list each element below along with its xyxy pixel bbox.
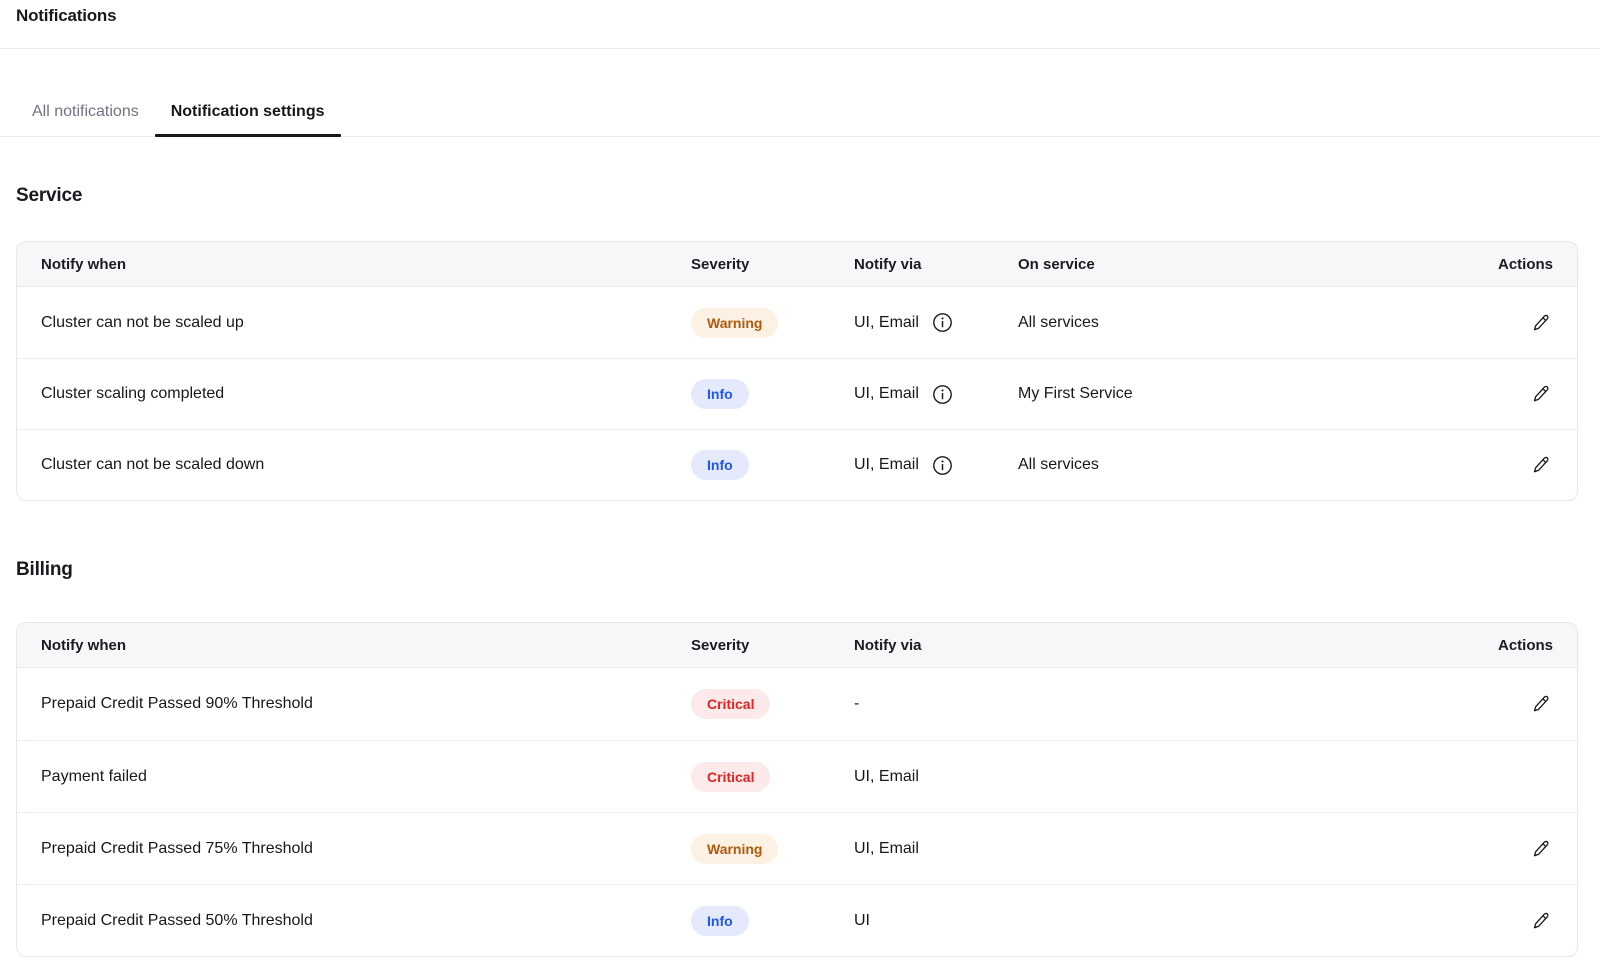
severity-cell: Warning bbox=[691, 833, 854, 864]
on-service-cell: All services bbox=[1018, 313, 1099, 331]
col-header-notify-when: Notify when bbox=[41, 636, 126, 654]
notify-via-text: - bbox=[854, 695, 860, 712]
col-header-notify-via: Notify via bbox=[854, 636, 922, 654]
actions-cell bbox=[1463, 692, 1553, 716]
notify-via-cell: UI, Email bbox=[854, 384, 1018, 405]
notify-when-cell: Prepaid Credit Passed 90% Threshold bbox=[41, 695, 313, 712]
severity-badge: Warning bbox=[691, 307, 779, 338]
col-header-actions: Actions bbox=[1497, 255, 1553, 273]
table-row: Cluster scaling completed Info UI, Email… bbox=[17, 358, 1577, 429]
billing-table: Notify when Severity Notify via Actions … bbox=[16, 622, 1578, 957]
actions-cell bbox=[1463, 909, 1553, 933]
actions-cell bbox=[1463, 311, 1553, 335]
table-row: Cluster can not be scaled up Warning UI,… bbox=[17, 287, 1577, 358]
table-row: Prepaid Credit Passed 90% Threshold Crit… bbox=[17, 668, 1577, 740]
notify-via-cell: UI, Email bbox=[854, 840, 1463, 858]
actions-cell bbox=[1463, 837, 1553, 861]
severity-cell: Info bbox=[691, 379, 854, 409]
notify-via-text: UI, Email bbox=[854, 313, 919, 331]
billing-table-header: Notify when Severity Notify via Actions bbox=[17, 623, 1577, 668]
info-icon[interactable] bbox=[932, 455, 953, 476]
edit-button[interactable] bbox=[1529, 311, 1553, 335]
col-header-severity: Severity bbox=[691, 255, 750, 273]
notify-via-cell: - bbox=[854, 695, 1463, 713]
severity-cell: Critical bbox=[691, 761, 854, 792]
notify-via-cell: UI, Email bbox=[854, 455, 1018, 476]
table-row: Payment failed Critical UI, Email bbox=[17, 740, 1577, 812]
notify-via-text: UI, Email bbox=[854, 839, 919, 857]
edit-button[interactable] bbox=[1529, 837, 1553, 861]
table-row: Prepaid Credit Passed 50% Threshold Info… bbox=[17, 884, 1577, 956]
info-icon[interactable] bbox=[932, 312, 953, 333]
notify-when-cell: Prepaid Credit Passed 75% Threshold bbox=[41, 839, 313, 857]
edit-button[interactable] bbox=[1529, 382, 1553, 406]
col-header-notify-when: Notify when bbox=[41, 255, 126, 273]
service-table: Notify when Severity Notify via On servi… bbox=[16, 241, 1578, 501]
page-title: Notifications bbox=[16, 6, 117, 25]
edit-button[interactable] bbox=[1529, 692, 1553, 716]
service-table-header: Notify when Severity Notify via On servi… bbox=[17, 242, 1577, 287]
edit-button[interactable] bbox=[1529, 453, 1553, 477]
notify-when-cell: Cluster can not be scaled up bbox=[41, 313, 244, 331]
severity-badge: Critical bbox=[691, 689, 771, 719]
notify-via-text: UI, Email bbox=[854, 456, 919, 473]
notify-when-cell: Cluster scaling completed bbox=[41, 385, 225, 402]
main-content: Service Notify when Severity Notify via … bbox=[0, 185, 1600, 957]
col-header-actions: Actions bbox=[1497, 636, 1553, 654]
severity-cell: Info bbox=[691, 905, 854, 936]
severity-cell: Critical bbox=[691, 689, 854, 719]
col-header-on-service: On service bbox=[1018, 255, 1095, 273]
notify-via-cell: UI, Email bbox=[854, 768, 1463, 786]
severity-badge: Info bbox=[691, 905, 749, 936]
col-header-severity: Severity bbox=[691, 636, 750, 654]
section-title-billing: Billing bbox=[16, 559, 73, 580]
notify-via-cell: UI bbox=[854, 912, 1463, 930]
col-header-notify-via: Notify via bbox=[854, 255, 922, 273]
notify-via-text: UI, Email bbox=[854, 767, 919, 785]
on-service-cell: All services bbox=[1018, 456, 1099, 473]
severity-badge: Info bbox=[691, 450, 749, 480]
notify-when-cell: Prepaid Credit Passed 50% Threshold bbox=[41, 911, 313, 929]
severity-badge: Critical bbox=[691, 761, 771, 792]
notify-when-cell: Cluster can not be scaled down bbox=[41, 456, 265, 473]
notify-when-cell: Payment failed bbox=[41, 767, 147, 785]
table-row: Prepaid Credit Passed 75% Threshold Warn… bbox=[17, 812, 1577, 884]
table-row: Cluster can not be scaled down Info UI, … bbox=[17, 429, 1577, 500]
notify-via-text: UI bbox=[854, 911, 870, 929]
tab-all-notifications[interactable]: All notifications bbox=[16, 88, 155, 136]
actions-cell bbox=[1463, 382, 1553, 406]
on-service-cell: My First Service bbox=[1018, 385, 1133, 402]
severity-cell: Warning bbox=[691, 307, 854, 338]
tab-bar: All notifications Notification settings bbox=[0, 88, 1600, 137]
actions-cell bbox=[1463, 453, 1553, 477]
edit-button[interactable] bbox=[1529, 909, 1553, 933]
tab-notification-settings[interactable]: Notification settings bbox=[154, 88, 341, 137]
section-title-service: Service bbox=[16, 185, 83, 206]
severity-cell: Info bbox=[691, 450, 854, 480]
severity-badge: Warning bbox=[691, 833, 779, 864]
page-header: Notifications bbox=[0, 0, 1600, 49]
notify-via-cell: UI, Email bbox=[854, 312, 1018, 333]
notify-via-text: UI, Email bbox=[854, 385, 919, 402]
info-icon[interactable] bbox=[932, 384, 953, 405]
severity-badge: Info bbox=[691, 379, 749, 409]
